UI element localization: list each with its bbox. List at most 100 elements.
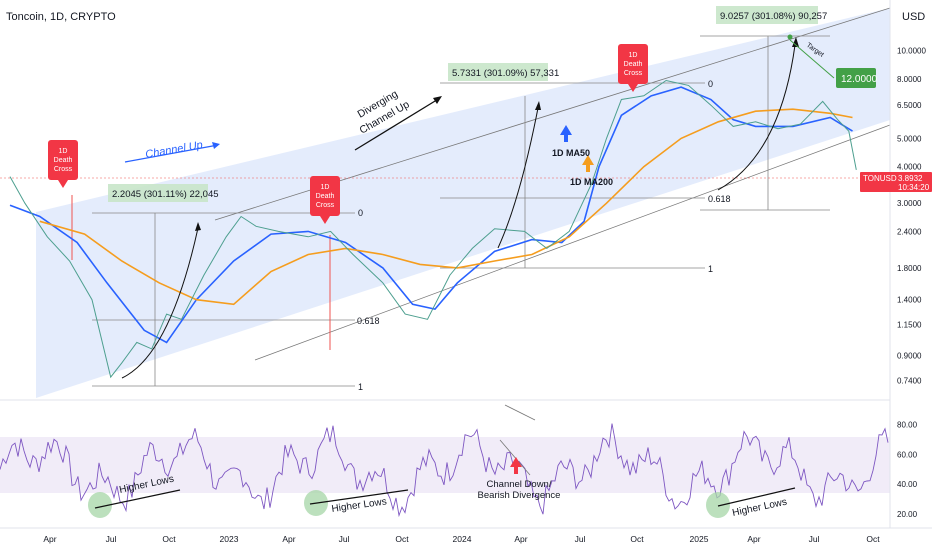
rsi-axis-tick: 20.00	[897, 510, 918, 519]
cycle-arrow-3	[717, 44, 796, 191]
fib-label-618-b: 0.618	[708, 194, 731, 204]
time-axis-tick: Oct	[630, 534, 644, 544]
death-cross-text-1a: 1D	[59, 148, 68, 155]
price-tag	[860, 172, 932, 192]
price-tag-symbol: TONUSD	[863, 174, 897, 183]
price-axis-tick: 1.4000	[897, 296, 922, 305]
rsi-channel-down-bottom	[499, 439, 531, 476]
channel-up-label: Channel Up	[144, 139, 203, 161]
price-axis-tick: 3.0000	[897, 199, 922, 208]
time-axis-tick: 2024	[453, 534, 472, 544]
rsi-pane	[0, 404, 890, 518]
higher-lows-line-2	[309, 489, 409, 505]
time-axis-tick: 2023	[220, 534, 239, 544]
rsi-axis-tick: 40.00	[897, 480, 918, 489]
price-axis-tick: 4.0000	[897, 163, 922, 172]
price-axis-tick: 0.9000	[897, 352, 922, 361]
price-axis-tick: 0.7400	[897, 377, 922, 386]
cycle-arrowhead-1	[195, 222, 201, 231]
higher-lows-label-3: Higher Lows	[731, 497, 788, 519]
time-axis-tick: Apr	[747, 534, 760, 544]
death-cross-text-2c: Cross	[316, 202, 335, 209]
diverging-arrowhead	[433, 96, 442, 104]
time-axis-tick: Jul	[575, 534, 586, 544]
measure-box-1	[108, 184, 208, 202]
ma50-up-arrow	[560, 125, 572, 142]
price-axis-tick: 5.0000	[897, 134, 922, 143]
time-axis-tick: Apr	[514, 534, 527, 544]
target-line	[789, 39, 835, 79]
death-cross-text-3c: Cross	[624, 70, 643, 77]
death-cross-callout-3: 1D Death Cross	[618, 44, 648, 92]
series-1d-ma200	[39, 108, 853, 306]
time-axis-tick: 2025	[690, 534, 709, 544]
death-cross-text-2b: Death	[316, 193, 335, 200]
price-axis[interactable]	[890, 0, 932, 550]
fib-label-0-b: 0	[708, 79, 713, 89]
ma200-label: 1D MA200	[570, 177, 613, 187]
rsi-low-marker-3	[706, 492, 730, 518]
time-axis-tick: Jul	[809, 534, 820, 544]
higher-lows-line-3	[717, 487, 796, 507]
price-pane	[0, 7, 891, 398]
time-axis-tick: Oct	[395, 534, 409, 544]
measure-text-2: 5.7331 (301.09%) 57,331	[452, 68, 559, 79]
fib-label-618-a: 0.618	[357, 316, 380, 326]
time-axis-tick: Oct	[866, 534, 880, 544]
price-tag-value: 3.8932	[898, 174, 923, 183]
symbol-header: Toncoin, 1D, CRYPTO	[6, 11, 116, 23]
rsi-axis-tick: 80.00	[897, 420, 918, 429]
higher-lows-line-1	[94, 489, 181, 509]
price-series	[9, 79, 857, 379]
diverging-arrow	[354, 97, 441, 151]
time-axis-tick: Jul	[106, 534, 117, 544]
fib-label-1-b: 1	[708, 264, 713, 274]
target-tag-value: 12.0000	[841, 74, 878, 85]
price-axis-tick: 1.1500	[897, 321, 922, 330]
ma200-up-arrow	[582, 155, 594, 172]
rsi-axis-labels: 80.00 60.00 40.00 20.00	[897, 420, 918, 519]
fib-label-1-a: 1	[358, 382, 363, 392]
death-cross-text-1c: Cross	[54, 166, 73, 173]
death-cross-callout-2: 1D Death Cross	[310, 176, 340, 224]
death-cross-text-3a: 1D	[629, 52, 638, 59]
measure-box-2	[448, 63, 548, 81]
cycle-arrowhead-2	[535, 101, 541, 110]
fib-lines	[92, 35, 830, 387]
series-1d-ma50	[9, 86, 853, 344]
bearish-divergence-label-2: Bearish Divergence	[478, 490, 561, 501]
price-axis-tick: 10.0000	[897, 47, 926, 56]
price-axis-tick: 2.4000	[897, 227, 922, 236]
price-axis-tick: 6.5000	[897, 101, 922, 110]
series-price	[9, 79, 857, 379]
cycle-arrowhead-3	[792, 37, 799, 47]
cycle-arrow-1	[121, 227, 199, 379]
time-axis-tick: Apr	[43, 534, 56, 544]
rsi-low-marker-1	[88, 492, 112, 518]
death-cross-callout-1: 1D Death Cross	[48, 140, 78, 188]
channel-up-arrow	[124, 144, 219, 163]
time-axis-labels: Apr Jul Oct 2023 Apr Jul Oct 2024 Apr Jul Oct 2025 A…	[43, 534, 880, 544]
price-tag-countdown: 10:34:20	[898, 183, 930, 192]
death-cross-text-1b: Death	[54, 157, 73, 164]
diverging-channel-fill	[36, 8, 890, 398]
death-cross-text-3b: Death	[624, 61, 643, 68]
channel-lower-line	[254, 124, 891, 361]
time-axis-tick: Apr	[282, 534, 295, 544]
fib-label-0-a: 0	[358, 208, 363, 218]
time-axis-tick: Oct	[162, 534, 176, 544]
target-point	[787, 34, 793, 40]
price-axis-labels: 10.0000 8.0000 6.5000 5.0000 4.0000 3.0000 2.4…	[897, 47, 926, 386]
time-axis-tick: Jul	[339, 534, 350, 544]
target-tag	[836, 68, 876, 88]
rsi-line	[0, 423, 889, 518]
measure-text-1: 2.2045 (301.11%) 22,045	[112, 189, 219, 200]
channel-up-arrowhead	[212, 142, 220, 149]
bearish-divergence-label-1: Channel Down/	[487, 479, 552, 490]
higher-lows-label-2: Higher Lows	[331, 496, 388, 515]
cycle-arrow-2	[497, 107, 539, 249]
measure-box-3	[716, 6, 818, 24]
ma50-label: 1D MA50	[552, 148, 590, 158]
rsi-axis-tick: 60.00	[897, 450, 918, 459]
